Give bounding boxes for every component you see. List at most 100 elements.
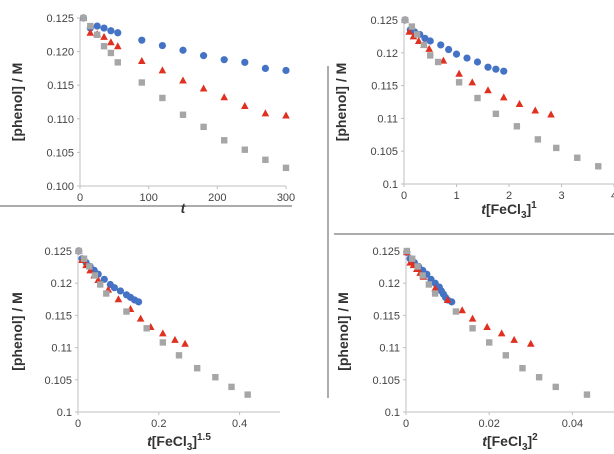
data-point-square — [138, 79, 145, 86]
x-axis-label-var: t — [181, 200, 187, 216]
data-point-square — [80, 14, 87, 22]
data-point-triangle — [458, 306, 466, 314]
data-point-triangle — [199, 84, 208, 92]
data-point-triangle — [94, 275, 102, 283]
data-point-circle — [179, 46, 187, 54]
x-tick-label: 1 — [453, 190, 459, 202]
y-tick-label: 0.125 — [46, 13, 74, 25]
data-point-triangle — [515, 99, 524, 107]
data-point-circle — [100, 275, 108, 283]
data-point-triangle — [136, 314, 145, 322]
data-point-square — [107, 49, 115, 57]
data-point-triangle — [261, 109, 270, 117]
x-axis-label-var: t — [481, 201, 487, 217]
data-point-circle — [241, 58, 249, 66]
data-point-circle — [107, 27, 115, 35]
series-triangle — [401, 16, 555, 118]
data-point-square — [519, 365, 526, 372]
data-point-square — [159, 94, 166, 102]
y-tick-label: 0.105 — [44, 375, 72, 387]
data-point-triangle — [181, 339, 189, 347]
data-point-square — [452, 308, 460, 315]
data-point-circle — [110, 284, 118, 292]
data-point-circle — [114, 29, 122, 37]
x-axis-label-var: t — [147, 433, 153, 449]
data-point-triangle — [113, 42, 122, 50]
data-point-triangle — [531, 106, 540, 114]
series-square — [75, 247, 251, 398]
data-point-square — [114, 59, 121, 66]
data-point-triangle — [497, 329, 506, 337]
x-tick-label: 0.02 — [478, 418, 499, 430]
y-tick-label: 0.11 — [377, 113, 398, 125]
data-point-triangle — [484, 86, 492, 94]
y-tick-label: 0.12 — [379, 278, 400, 290]
data-point-circle — [138, 36, 146, 44]
data-point-triangle — [439, 56, 448, 64]
data-point-triangle — [547, 110, 555, 118]
y-axis-label: [phenol] / M — [335, 292, 351, 371]
y-tick-label: 0.1 — [385, 407, 400, 419]
data-point-square — [455, 79, 463, 86]
data-point-square — [282, 164, 290, 172]
x-axis-label-var: t — [482, 433, 488, 449]
y-tick-label: 0.115 — [47, 80, 74, 92]
data-point-circle — [452, 50, 461, 58]
data-point-circle — [463, 54, 471, 62]
x-tick-label: 0.04 — [562, 418, 583, 430]
data-point-circle — [484, 63, 492, 71]
data-point-square — [86, 263, 93, 270]
data-point-square — [175, 352, 183, 359]
y-tick-label: 0.105 — [372, 375, 400, 387]
x-axis-label-sub: 3 — [187, 442, 193, 453]
chart-p2: 0.10.1050.110.1150.120.12501234[phenol] … — [333, 15, 614, 221]
data-point-square — [409, 255, 416, 262]
data-point-square — [97, 281, 104, 288]
y-axis-label: [phenol] / M — [9, 63, 25, 142]
data-point-square — [431, 290, 439, 297]
data-point-square — [486, 339, 493, 346]
y-axis-label: [phenol] / M — [333, 63, 349, 142]
data-point-triangle — [114, 295, 123, 303]
data-point-square — [534, 136, 542, 143]
data-point-triangle — [443, 295, 452, 303]
y-tick-label: 0.120 — [46, 47, 74, 59]
data-point-circle — [261, 64, 269, 72]
data-point-triangle — [425, 44, 433, 52]
data-point-circle — [135, 298, 143, 306]
chart-p3: 0.1 0.105 0.11 0.115 0.12 0.125 0 0.2 0.4 [phenol… — [9, 246, 280, 453]
data-point-square — [159, 339, 167, 346]
data-point-triangle — [405, 27, 414, 35]
data-point-square — [200, 123, 207, 131]
data-point-square — [583, 391, 591, 398]
x-tick-label: 0.2 — [151, 418, 166, 430]
x-tick-label: 0 — [77, 192, 83, 204]
data-point-square — [100, 43, 108, 50]
y-tick-label: 0.12 — [377, 48, 398, 60]
data-point-circle — [473, 58, 482, 66]
data-point-square — [553, 144, 560, 152]
data-point-square — [179, 111, 187, 118]
data-point-square — [408, 23, 416, 30]
y-tick-label: 0.105 — [46, 147, 74, 159]
data-point-square — [492, 110, 500, 118]
data-point-square — [469, 325, 476, 332]
x-axis-label-text: [FeCl — [486, 201, 521, 217]
data-point-square — [93, 31, 101, 38]
series-circle — [401, 16, 508, 75]
y-tick-label: 0.125 — [44, 246, 72, 258]
x-axis-label-close: ] — [192, 433, 197, 449]
y-tick-label: 0.110 — [47, 114, 74, 126]
data-point-triangle — [158, 66, 167, 74]
data-point-triangle — [241, 102, 249, 110]
data-point-square — [221, 137, 228, 144]
data-point-circle — [448, 298, 456, 306]
data-point-triangle — [499, 93, 508, 101]
data-point-square — [595, 163, 602, 170]
x-tick-label: 0 — [75, 418, 81, 430]
data-point-circle — [100, 24, 108, 32]
data-point-square — [193, 365, 201, 372]
data-point-triangle — [171, 335, 179, 343]
data-point-triangle — [86, 28, 95, 36]
